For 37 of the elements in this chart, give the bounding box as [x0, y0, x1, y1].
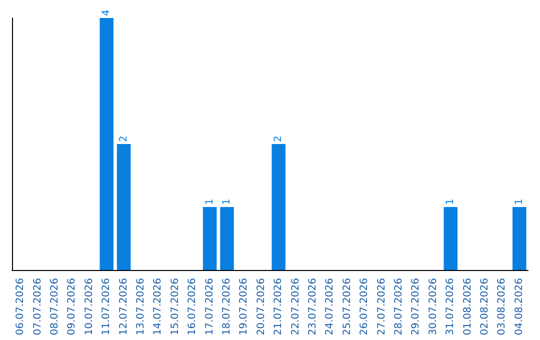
x-tick-label: 19.07.2026	[238, 278, 250, 336]
x-tick-label: 03.08.2026	[496, 278, 508, 336]
x-tick-label: 27.07.2026	[376, 278, 388, 336]
data-label: 4	[101, 10, 112, 16]
x-tick-label: 15.07.2026	[170, 278, 181, 336]
data-label: 1	[514, 198, 525, 205]
x-tick-label: 14.07.2026	[152, 278, 164, 336]
x-tick-label: 29.07.2026	[410, 278, 422, 336]
x-tick-label: 04.08.2026	[514, 278, 525, 336]
x-tick-label: 02.08.2026	[480, 278, 490, 336]
x-tick-label: 08.07.2026	[50, 278, 60, 336]
x-tick-label: 09.07.2026	[66, 278, 78, 336]
x-tick-label: 18.07.2026	[222, 278, 232, 336]
data-label: 2	[118, 136, 130, 142]
data-label: 1	[445, 198, 456, 205]
x-tick-label: 17.07.2026	[204, 278, 216, 336]
x-tick-label: 07.07.2026	[32, 278, 44, 336]
x-tick-label: 12.07.2026	[118, 278, 130, 336]
x-tick-label: 31.07.2026	[445, 278, 456, 336]
x-tick-label: 28.07.2026	[394, 278, 404, 336]
data-label: 1	[204, 198, 216, 205]
x-tick-label: 25.07.2026	[342, 278, 353, 336]
x-tick-label: 11.07.2026	[101, 278, 112, 336]
x-tick-label: 01.08.2026	[462, 278, 474, 336]
x-tick-label: 13.07.2026	[136, 278, 146, 336]
x-tick-label: 26.07.2026	[359, 278, 370, 336]
x-tick-label: 30.07.2026	[428, 278, 439, 336]
data-label: 2	[273, 136, 284, 142]
x-tick-label: 16.07.2026	[187, 278, 198, 336]
x-tick-label: 10.07.2026	[84, 278, 95, 336]
data-label: 1	[222, 198, 232, 205]
x-tick-label: 06.07.2026	[15, 278, 26, 336]
x-tick-label: 24.07.2026	[324, 278, 336, 336]
x-tick-label: 22.07.2026	[290, 278, 302, 336]
x-tick-label: 21.07.2026	[273, 278, 284, 336]
x-tick-label: 20.07.2026	[256, 278, 267, 336]
x-tick-label: 23.07.2026	[308, 278, 318, 336]
